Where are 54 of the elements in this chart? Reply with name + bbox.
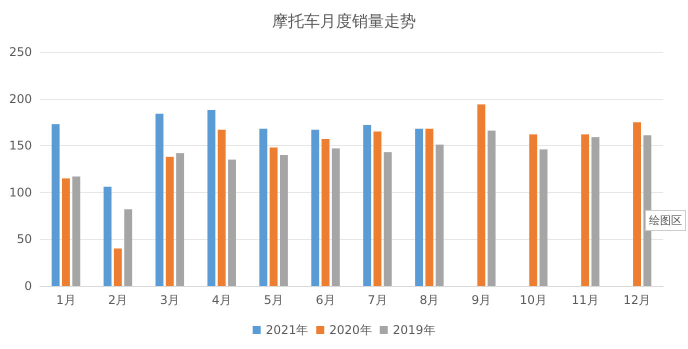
chart-title: 摩托车月度销量走势 [272,12,416,30]
x-tick-label: 1月 [56,293,76,307]
bar [488,130,496,286]
x-tick-label: 9月 [471,293,492,307]
bar [332,148,340,286]
legend-label: 2019年 [392,323,436,337]
bar [373,132,382,286]
x-tick-label: 7月 [368,293,388,307]
legend-label: 2021年 [266,323,308,337]
bar [633,122,642,286]
x-tick-label: 3月 [160,293,180,307]
bar [477,104,486,286]
x-tick-label: 12月 [623,293,651,307]
y-tick-label: 50 [16,232,32,246]
bar [228,160,236,286]
bar [415,128,424,286]
x-tick-label: 10月 [520,293,547,307]
bar [591,137,600,286]
x-tick-label: 5月 [264,293,284,307]
bar [540,149,548,286]
bar [270,147,278,286]
y-tick-label: 0 [24,279,32,293]
bar [425,128,434,286]
y-tick-label: 150 [9,138,32,153]
bar [311,130,320,286]
x-tick-label: 6月 [316,293,336,307]
annotation: 绘图区 [645,210,686,231]
y-tick-label: 250 [9,45,32,59]
x-tick-label: 8月 [420,293,440,307]
y-tick-label: 100 [9,185,32,200]
bar [363,125,372,286]
bar [166,156,174,286]
x-tick-label: 11月 [571,293,599,307]
legend-label: 2020年 [329,323,372,337]
x-tick-label: 2月 [108,293,128,307]
bar [156,114,164,286]
bar [529,134,538,286]
x-tick-label: 4月 [212,293,232,307]
bar [52,124,60,286]
bar [207,110,216,286]
bar [436,144,444,286]
bar [384,152,392,286]
bar [259,128,268,286]
bar [62,178,70,286]
bar [176,153,184,286]
bar [218,130,226,286]
y-tick-label: 200 [9,92,32,106]
bar [280,154,288,286]
bar [581,134,590,286]
bar [322,139,330,286]
bar [104,186,112,286]
bar [124,209,132,286]
bar [72,176,80,286]
bar [114,248,122,286]
